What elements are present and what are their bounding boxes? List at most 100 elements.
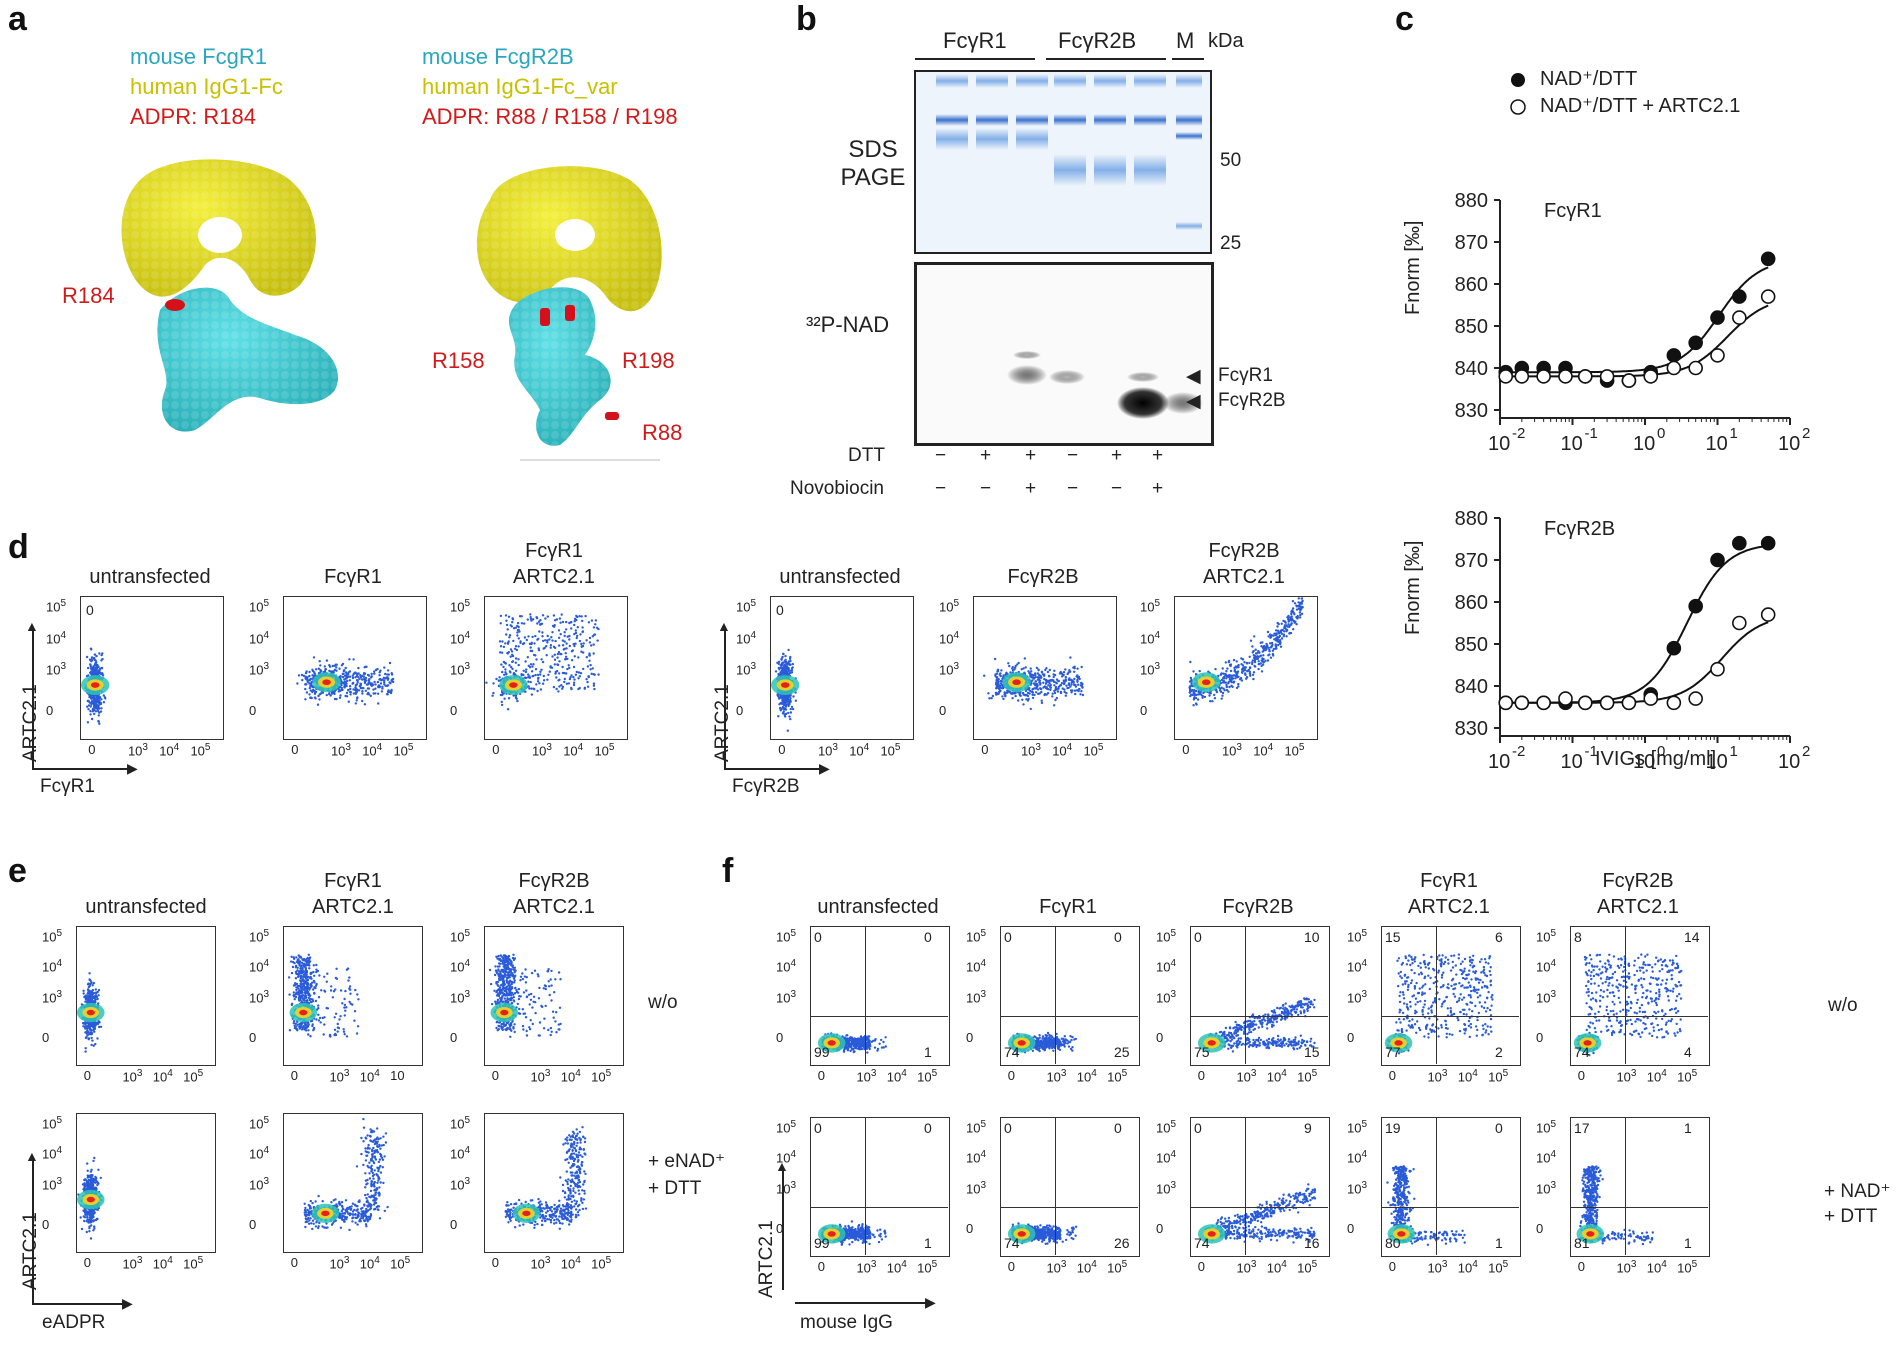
flow-event: [1069, 685, 1072, 688]
flow-event: [571, 649, 574, 652]
flow-event: [578, 615, 581, 618]
flow-event: [577, 677, 580, 680]
d-flow-plot-dots: [983, 656, 1085, 711]
d-axis-xtick: 104: [1253, 742, 1274, 759]
flow-event: [357, 998, 360, 1001]
flow-event: [788, 663, 791, 666]
flow-event: [790, 669, 794, 672]
flow-event: [294, 995, 298, 999]
flow-event: [361, 690, 364, 693]
flow-event: [1011, 697, 1014, 700]
tick-exponent: 3: [60, 660, 67, 672]
flow-event: [1192, 704, 1195, 707]
flow-event: [314, 690, 317, 694]
flow-event: [543, 646, 546, 650]
flow-event: [312, 656, 316, 659]
b-group-line-2: [1046, 58, 1166, 60]
flow-event: [1222, 672, 1225, 675]
flow-event: [89, 713, 92, 716]
flow-event: [373, 672, 376, 675]
flow-event: [86, 705, 89, 708]
d-flow-plot: [283, 596, 427, 740]
flow-event: [316, 703, 320, 706]
flow-event: [90, 1036, 93, 1040]
tick-exponent: 4: [464, 629, 471, 641]
flow-event: [98, 1025, 101, 1029]
flow-event: [89, 671, 92, 674]
flow-event: [534, 634, 537, 638]
flow-event: [560, 684, 563, 687]
d-axis-ytick: 103: [1140, 660, 1161, 678]
flow-event: [531, 665, 534, 668]
flow-event: [344, 1009, 347, 1012]
flow-event: [529, 613, 532, 616]
flow-event: [1215, 689, 1218, 692]
flow-event: [92, 981, 96, 985]
flow-event: [94, 1042, 97, 1046]
flow-event: [1053, 684, 1056, 687]
flow-event: [303, 997, 306, 1000]
flow-event: [561, 620, 565, 624]
flow-event: [90, 991, 94, 995]
flow-event: [308, 994, 312, 997]
flow-event: [575, 670, 578, 674]
flow-event: [1011, 669, 1015, 672]
flow-event: [84, 1036, 88, 1040]
flow-event: [1274, 629, 1278, 632]
flow-event: [84, 1000, 87, 1003]
tick-exponent: 3: [142, 742, 148, 753]
flow-event: [341, 1002, 344, 1005]
flow-event: [1020, 668, 1023, 671]
flow-event: [336, 1030, 339, 1033]
flow-event: [578, 675, 581, 678]
flow-event: [355, 674, 359, 678]
flow-event: [789, 717, 792, 721]
flow-event: [518, 630, 521, 633]
flow-event: [346, 967, 350, 970]
d-axis-xtick: 105: [1083, 742, 1104, 759]
flow-event: [552, 614, 556, 617]
flow-event: [586, 665, 590, 668]
flow-event: [95, 994, 98, 998]
flow-event: [1240, 663, 1243, 666]
flow-event: [993, 657, 997, 661]
flow-event: [1224, 672, 1227, 676]
flow-event: [1040, 676, 1043, 679]
flow-event: [386, 673, 389, 676]
flow-event: [1038, 681, 1041, 684]
flow-event: [91, 988, 95, 992]
flow-event: [292, 957, 296, 960]
flow-event: [544, 1004, 547, 1008]
flow-event: [503, 956, 506, 959]
flow-event: [308, 682, 311, 685]
flow-event: [527, 993, 531, 996]
flow-event: [102, 701, 106, 704]
flow-event: [294, 1022, 297, 1025]
flow-event: [561, 687, 564, 690]
flow-event: [343, 1003, 347, 1007]
flow-event: [302, 982, 305, 985]
d-axis-ytick: 0: [450, 703, 458, 719]
flow-event: [574, 631, 578, 635]
flow-event: [507, 973, 510, 976]
flow-event: [1254, 648, 1257, 651]
flow-event: [561, 639, 565, 642]
c-plot2-title: FcγR2B: [1544, 518, 1616, 540]
flow-event: [556, 656, 559, 659]
sds-band-fcgr1: [976, 128, 1008, 150]
flow-event: [1295, 608, 1299, 611]
flow-event: [577, 656, 580, 659]
flow-event: [332, 990, 336, 993]
flow-event: [1058, 672, 1062, 675]
flow-event: [528, 687, 531, 690]
flow-event: [1237, 685, 1240, 688]
e-axis-xtick: 0: [290, 1068, 299, 1083]
flow-event: [340, 686, 343, 690]
flow-event: [782, 703, 786, 706]
flow-event: [998, 686, 1001, 690]
flow-event: [567, 664, 570, 667]
flow-event: [378, 674, 381, 677]
c-legend-label-2: NAD⁺/DTT + ARTC2.1: [1540, 95, 1741, 117]
flow-event: [92, 1000, 95, 1003]
flow-event: [99, 672, 103, 676]
